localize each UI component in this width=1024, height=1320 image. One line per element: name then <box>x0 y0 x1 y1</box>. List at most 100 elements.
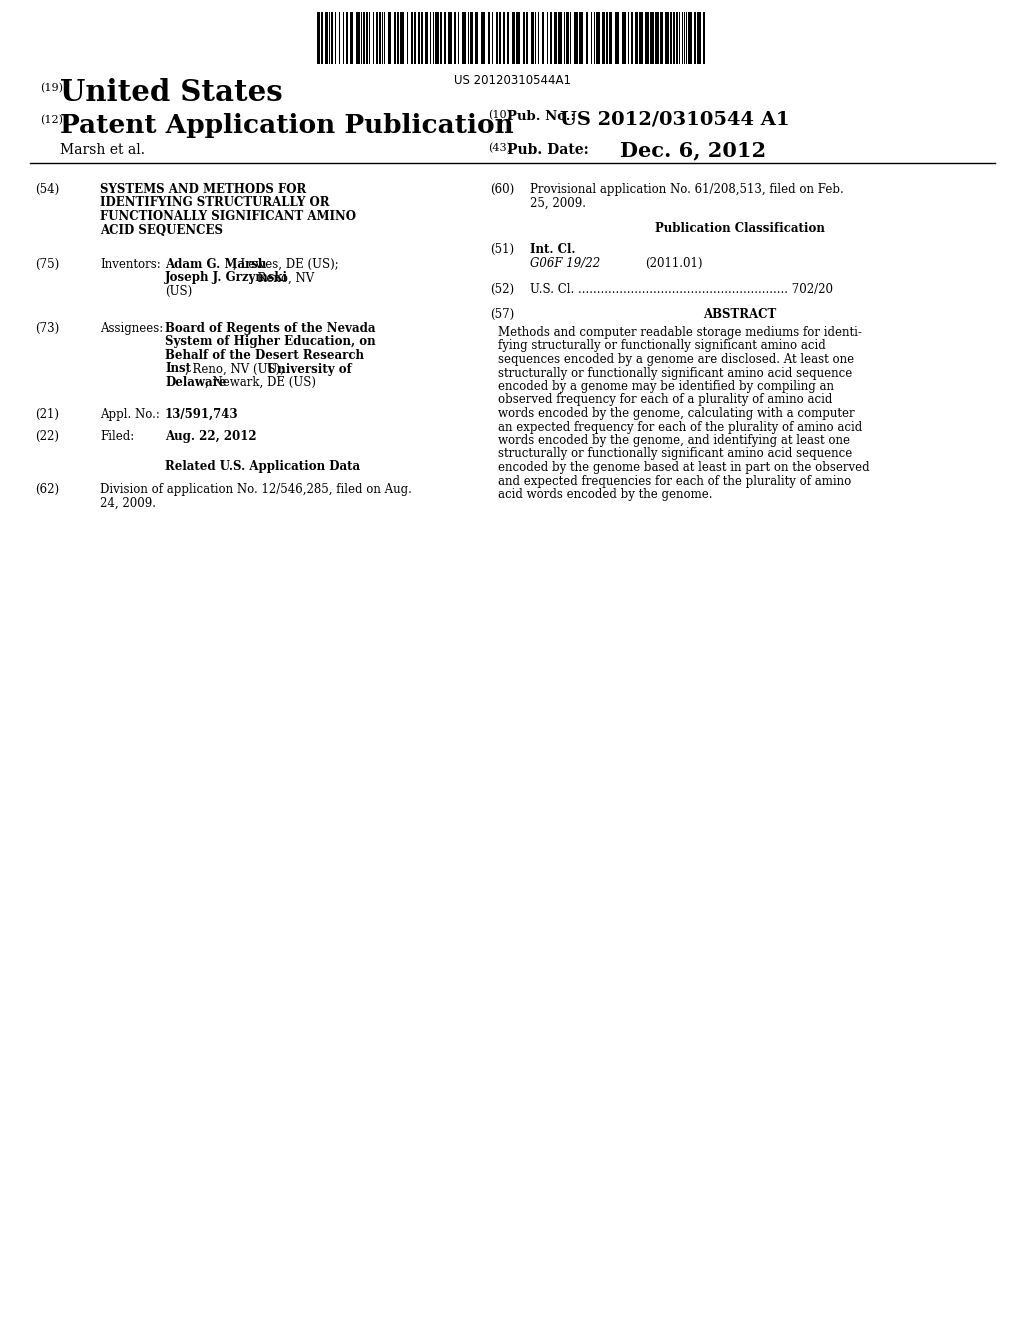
Text: (73): (73) <box>35 322 59 335</box>
Text: , Lewes, DE (US);: , Lewes, DE (US); <box>233 257 339 271</box>
Text: United States: United States <box>60 78 283 107</box>
Text: FUNCTIONALLY SIGNIFICANT AMINO: FUNCTIONALLY SIGNIFICANT AMINO <box>100 210 356 223</box>
Text: words encoded by the genome, calculating with a computer: words encoded by the genome, calculating… <box>498 407 855 420</box>
Text: Pub. Date:: Pub. Date: <box>507 143 589 157</box>
Text: an expected frequency for each of the plurality of amino acid: an expected frequency for each of the pl… <box>498 421 862 433</box>
Text: Behalf of the Desert Research: Behalf of the Desert Research <box>165 348 364 362</box>
Text: structurally or functionally significant amino acid sequence: structurally or functionally significant… <box>498 367 852 380</box>
Bar <box>558 12 562 63</box>
Bar <box>325 12 328 63</box>
Bar <box>512 12 515 63</box>
Text: SYSTEMS AND METHODS FOR: SYSTEMS AND METHODS FOR <box>100 183 306 195</box>
Bar <box>488 12 490 63</box>
Text: Board of Regents of the Nevada: Board of Regents of the Nevada <box>165 322 376 335</box>
Bar <box>435 12 439 63</box>
Bar <box>366 12 368 63</box>
Text: encoded by the genome based at least in part on the observed: encoded by the genome based at least in … <box>498 461 869 474</box>
Text: (62): (62) <box>35 483 59 496</box>
Bar <box>507 12 509 63</box>
Text: fying structurally or functionally significant amino acid: fying structurally or functionally signi… <box>498 339 825 352</box>
Text: Inst: Inst <box>165 363 191 375</box>
Bar <box>388 12 391 63</box>
Bar <box>379 12 381 63</box>
Bar <box>346 12 348 63</box>
Bar <box>650 12 654 63</box>
Bar <box>350 12 353 63</box>
Bar <box>331 12 333 63</box>
Bar <box>496 12 498 63</box>
Text: (57): (57) <box>490 308 514 321</box>
Text: Delaware: Delaware <box>165 376 226 389</box>
Text: Patent Application Publication: Patent Application Publication <box>60 114 514 139</box>
Text: 13/591,743: 13/591,743 <box>165 408 239 421</box>
Text: Joseph J. Grzymski: Joseph J. Grzymski <box>165 272 288 285</box>
Text: (60): (60) <box>490 183 514 195</box>
Bar <box>703 12 705 63</box>
Text: Assignees:: Assignees: <box>100 322 163 335</box>
Text: U.S. Cl. ........................................................ 702/20: U.S. Cl. ...............................… <box>530 282 833 296</box>
Bar <box>411 12 413 63</box>
Text: 24, 2009.: 24, 2009. <box>100 496 156 510</box>
Text: University of: University of <box>266 363 351 375</box>
Bar <box>317 12 319 63</box>
Bar <box>694 12 696 63</box>
Bar <box>414 12 416 63</box>
Text: observed frequency for each of a plurality of amino acid: observed frequency for each of a plurali… <box>498 393 833 407</box>
Bar <box>454 12 456 63</box>
Bar <box>645 12 649 63</box>
Bar <box>418 12 420 63</box>
Bar <box>550 12 552 63</box>
Bar <box>499 12 501 63</box>
Text: 25, 2009.: 25, 2009. <box>530 197 586 210</box>
Text: (10): (10) <box>488 110 511 120</box>
Bar <box>440 12 442 63</box>
Text: , Newark, DE (US): , Newark, DE (US) <box>205 376 316 389</box>
Bar <box>531 12 534 63</box>
Text: and expected frequencies for each of the plurality of amino: and expected frequencies for each of the… <box>498 474 851 487</box>
Text: Marsh et al.: Marsh et al. <box>60 143 145 157</box>
Bar <box>397 12 399 63</box>
Text: (2011.01): (2011.01) <box>645 256 702 269</box>
Text: sequences encoded by a genome are disclosed. At least one: sequences encoded by a genome are disclo… <box>498 352 854 366</box>
Text: , Reno, NV: , Reno, NV <box>250 272 314 285</box>
Bar <box>516 12 520 63</box>
Text: IDENTIFYING STRUCTURALLY OR: IDENTIFYING STRUCTURALLY OR <box>100 197 330 210</box>
Text: structurally or functionally significant amino acid sequence: structurally or functionally significant… <box>498 447 852 461</box>
Bar <box>622 12 626 63</box>
Bar <box>475 12 478 63</box>
Text: Appl. No.:: Appl. No.: <box>100 408 160 421</box>
Bar <box>697 12 701 63</box>
Text: Pub. No.:: Pub. No.: <box>507 110 575 123</box>
Text: (21): (21) <box>35 408 59 421</box>
Bar <box>655 12 659 63</box>
Text: System of Higher Education, on: System of Higher Education, on <box>165 335 376 348</box>
Text: US 20120310544A1: US 20120310544A1 <box>454 74 570 87</box>
Bar <box>449 12 452 63</box>
Bar <box>462 12 466 63</box>
Text: (43): (43) <box>488 143 511 153</box>
Bar <box>665 12 669 63</box>
Bar <box>321 12 323 63</box>
Text: Provisional application No. 61/208,513, filed on Feb.: Provisional application No. 61/208,513, … <box>530 183 844 195</box>
Text: Filed:: Filed: <box>100 430 134 444</box>
Text: encoded by a genome may be identified by compiling an: encoded by a genome may be identified by… <box>498 380 834 393</box>
Bar <box>566 12 569 63</box>
Bar <box>444 12 446 63</box>
Bar <box>670 12 672 63</box>
Bar <box>639 12 643 63</box>
Text: Methods and computer readable storage mediums for identi-: Methods and computer readable storage me… <box>498 326 862 339</box>
Text: ABSTRACT: ABSTRACT <box>703 308 776 321</box>
Text: (51): (51) <box>490 243 514 256</box>
Bar <box>362 12 365 63</box>
Bar <box>394 12 396 63</box>
Bar <box>554 12 557 63</box>
Bar <box>574 12 578 63</box>
Bar <box>523 12 525 63</box>
Text: words encoded by the genome, and identifying at least one: words encoded by the genome, and identif… <box>498 434 850 447</box>
Bar <box>481 12 485 63</box>
Text: Int. Cl.: Int. Cl. <box>530 243 575 256</box>
Text: Aug. 22, 2012: Aug. 22, 2012 <box>165 430 257 444</box>
Bar <box>542 12 544 63</box>
Text: , Reno, NV (US);: , Reno, NV (US); <box>185 363 288 375</box>
Bar <box>609 12 612 63</box>
